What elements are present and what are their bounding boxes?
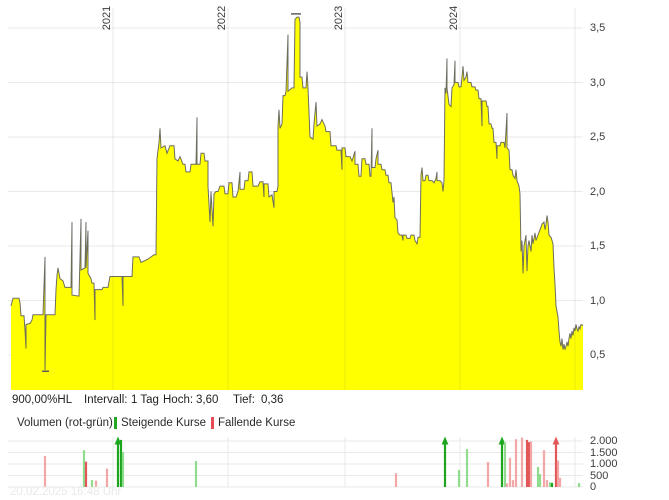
year-label: 2023 (333, 5, 345, 31)
interval-value: 1 Tag (131, 394, 159, 406)
rising-bar-icon (114, 417, 117, 429)
price-tick-label: 1,5 (590, 240, 606, 252)
chart-info-bar: 900,00%HL Intervall: 1 Tag Hoch: 3,60 Ti… (0, 394, 669, 408)
falling-legend-label: Fallende Kurse (218, 417, 296, 429)
volume-tick-label: 2.000 (590, 435, 618, 447)
high-value: 3,60 (196, 394, 219, 406)
volume-legend-title: Volumen (rot-grün) (17, 417, 113, 429)
year-label: 2024 (448, 5, 460, 31)
rising-legend-label: Steigende Kurse (121, 417, 207, 429)
volume-tick-label: 1.500 (590, 446, 618, 459)
volume-tick-label: 500 (590, 469, 609, 482)
high-label: Hoch: (163, 394, 194, 406)
falling-bar-icon (211, 417, 214, 429)
price-tick-label: 3,5 (590, 22, 606, 34)
low-label: Tief: (233, 394, 255, 406)
percent-hl-label: 900,00%HL (12, 394, 73, 406)
year-label: 2022 (216, 5, 228, 31)
year-label: 2021 (101, 5, 113, 31)
volume-tick-label: 0 (590, 481, 597, 493)
price-tick-label: 2,0 (590, 185, 606, 198)
volume-tick-label: 1.000 (590, 458, 618, 470)
timestamp-watermark: 20.02.2025 16:48 Uhr (10, 486, 122, 498)
price-tick-label: 3,0 (590, 76, 606, 89)
price-tick-label: 1,0 (590, 294, 606, 307)
volume-legend: Volumen (rot-grün) Steigende Kurse Falle… (0, 417, 669, 431)
interval-label: Intervall: (84, 394, 128, 406)
price-tick-label: 0,5 (590, 349, 606, 361)
low-value: 0,36 (261, 394, 284, 406)
price-tick-label: 2,5 (590, 131, 606, 143)
